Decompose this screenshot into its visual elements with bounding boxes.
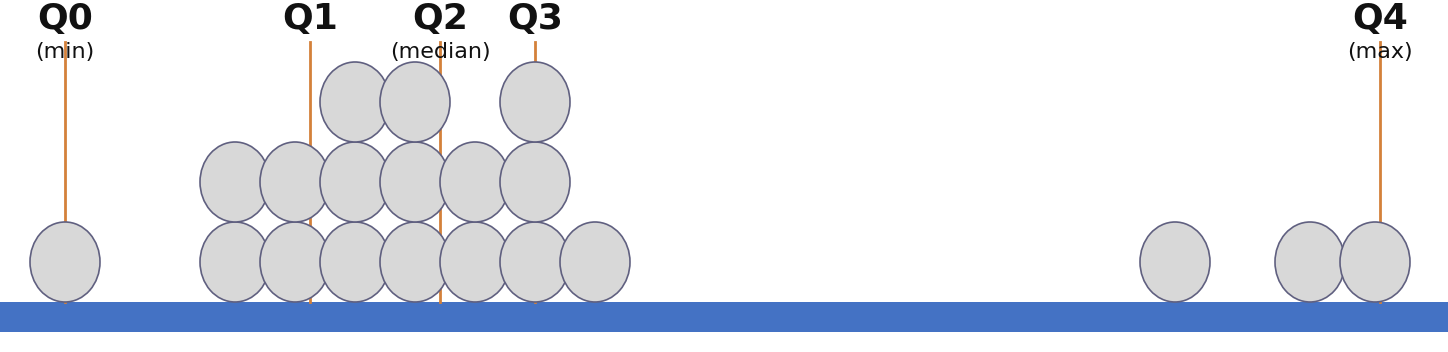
Ellipse shape	[320, 62, 390, 142]
Ellipse shape	[379, 62, 450, 142]
Ellipse shape	[261, 222, 330, 302]
Ellipse shape	[200, 222, 269, 302]
Ellipse shape	[379, 142, 450, 222]
Ellipse shape	[440, 142, 510, 222]
Text: Q1: Q1	[282, 2, 337, 36]
Ellipse shape	[379, 222, 450, 302]
Ellipse shape	[320, 142, 390, 222]
Ellipse shape	[1339, 222, 1410, 302]
Text: (max): (max)	[1347, 42, 1413, 62]
Ellipse shape	[30, 222, 100, 302]
Text: Q0: Q0	[38, 2, 93, 36]
Text: Q4: Q4	[1352, 2, 1407, 36]
Ellipse shape	[320, 222, 390, 302]
Ellipse shape	[200, 142, 269, 222]
Ellipse shape	[1140, 222, 1211, 302]
Ellipse shape	[440, 222, 510, 302]
Text: Q2: Q2	[413, 2, 468, 36]
Ellipse shape	[1276, 222, 1345, 302]
Text: (median): (median)	[390, 42, 491, 62]
Ellipse shape	[500, 62, 571, 142]
Ellipse shape	[500, 222, 571, 302]
Text: Q3: Q3	[507, 2, 563, 36]
Text: (min): (min)	[35, 42, 94, 62]
Ellipse shape	[560, 222, 630, 302]
Bar	[0, 302, 1448, 332]
Ellipse shape	[261, 142, 330, 222]
Ellipse shape	[500, 142, 571, 222]
